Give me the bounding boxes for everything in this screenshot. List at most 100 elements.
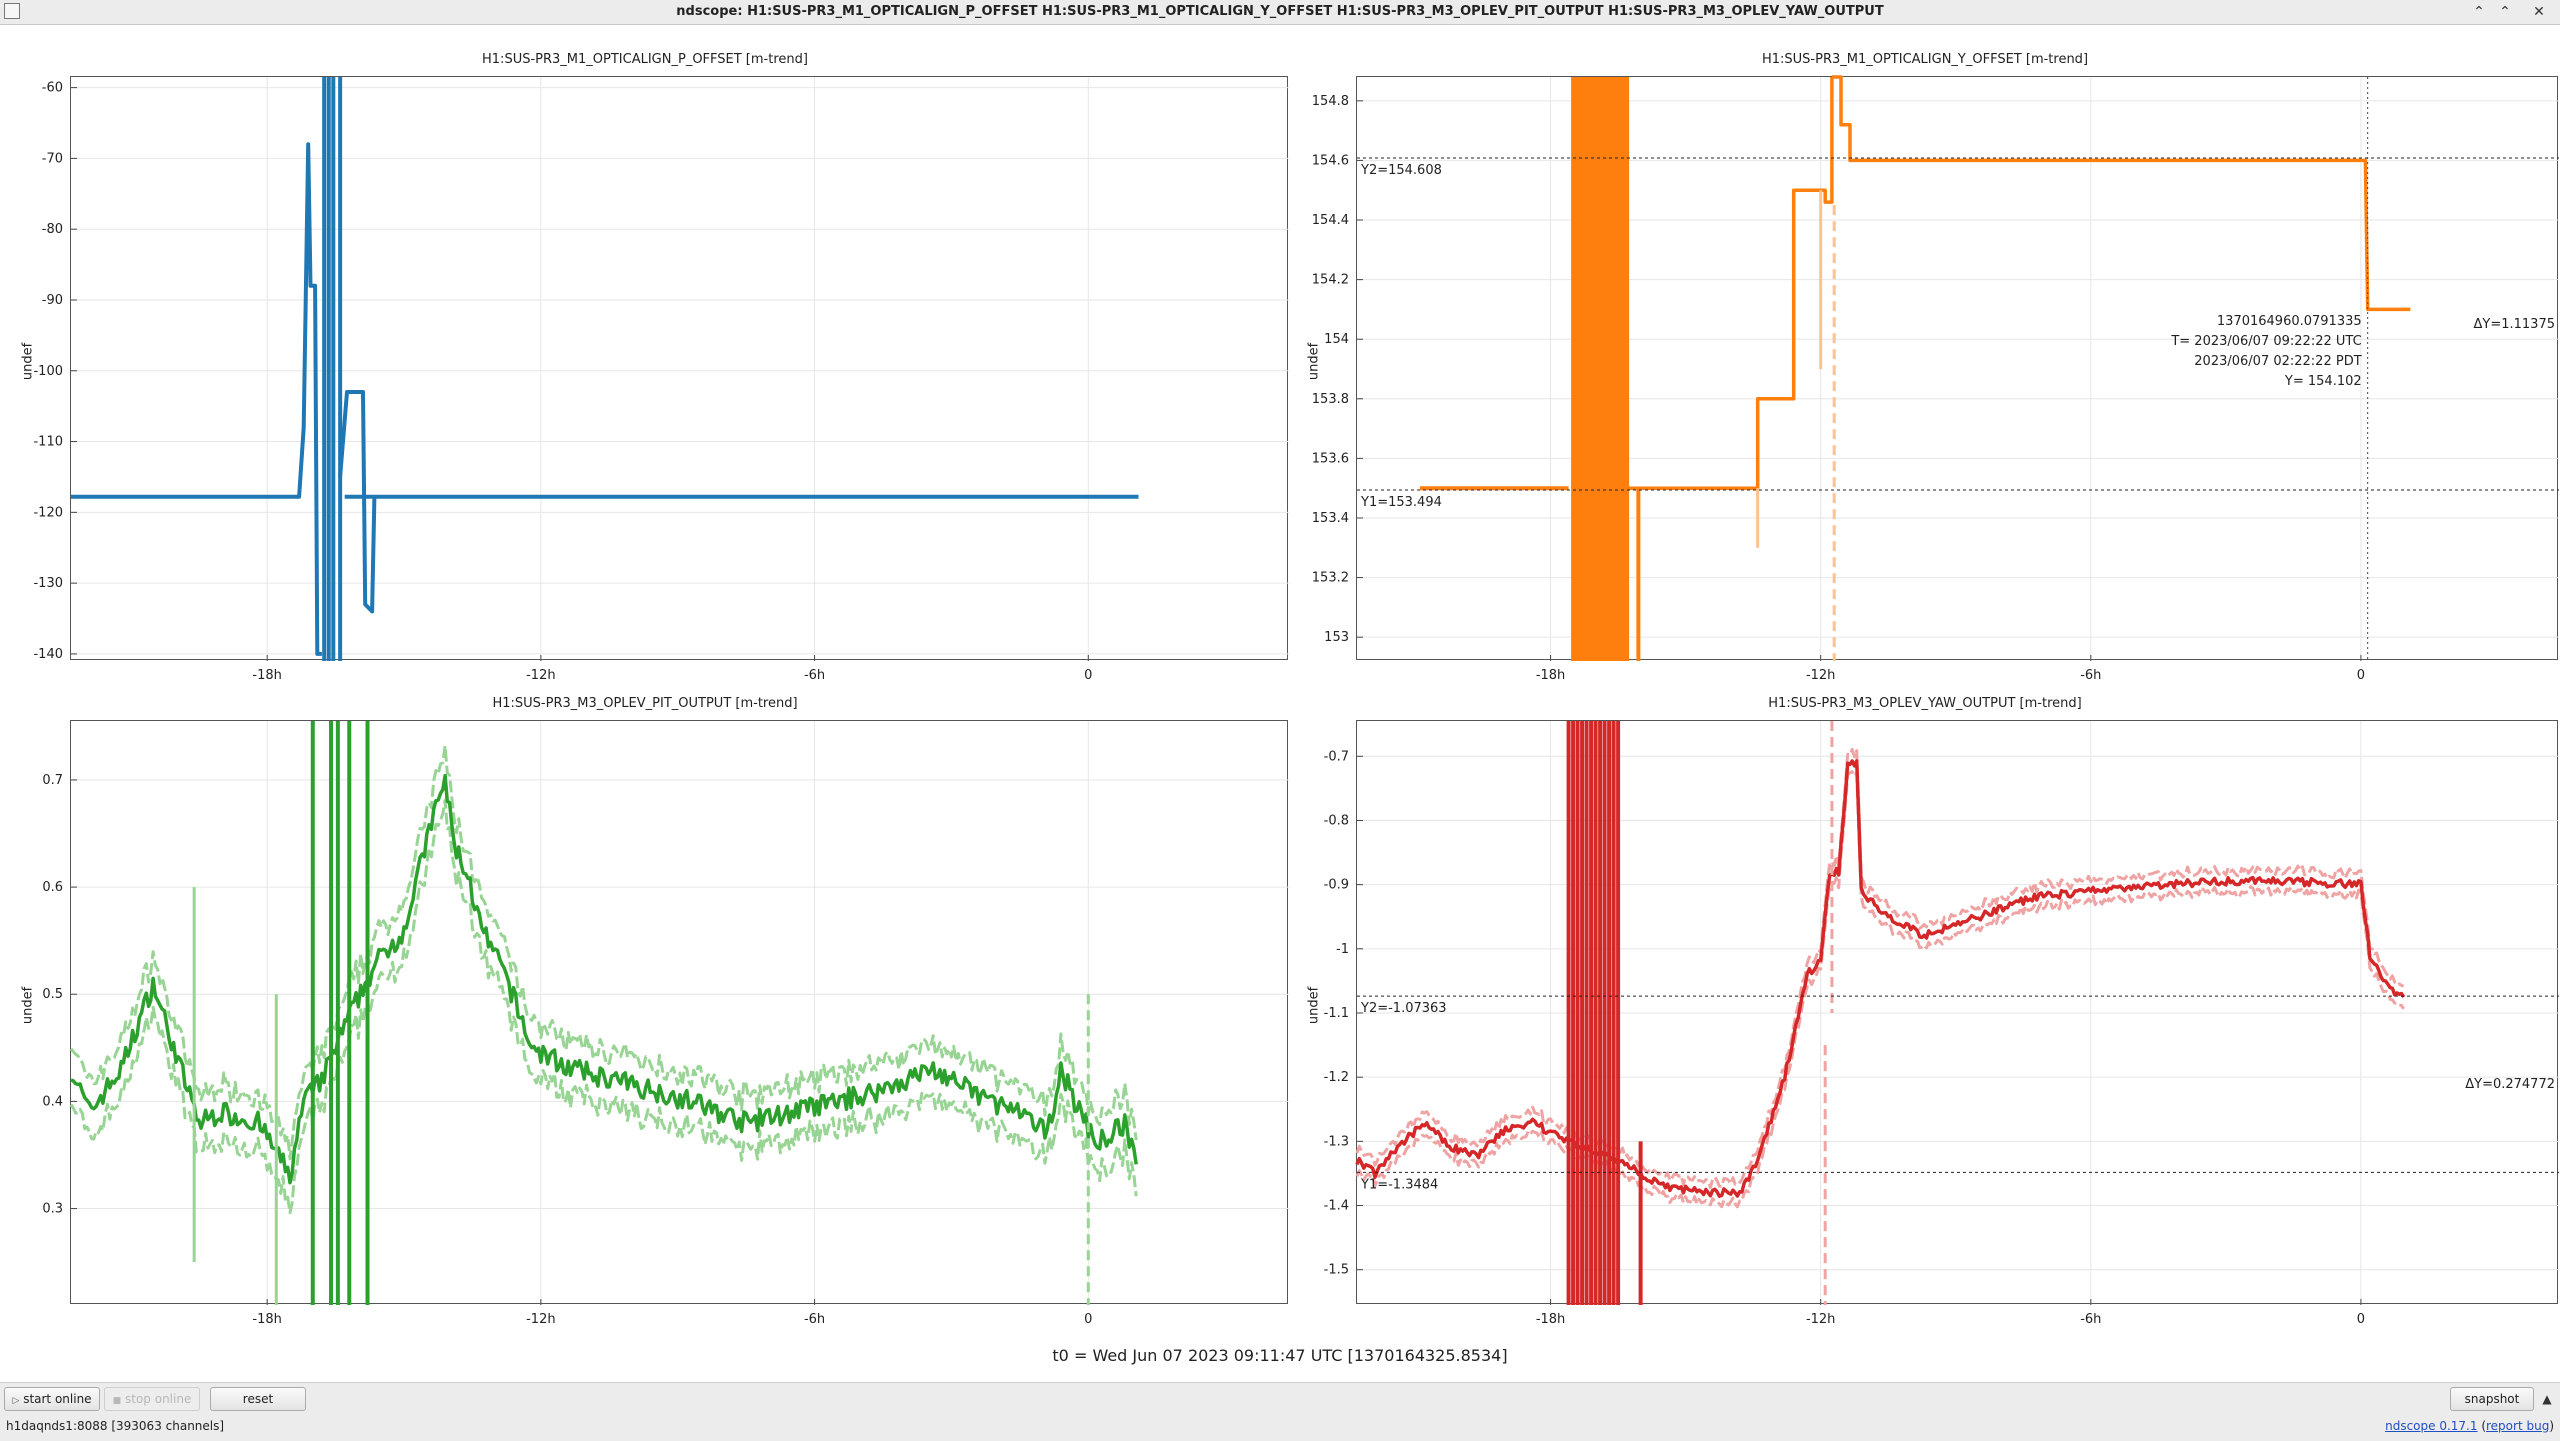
y-tick-label: -1 — [1336, 942, 1349, 957]
y-tick-label: -120 — [33, 505, 63, 520]
y-tick-label: 153.8 — [1312, 392, 1349, 407]
expand-icon[interactable]: ▲ — [2542, 1392, 2552, 1406]
report-suffix: ) — [2549, 1419, 2554, 1433]
x-tick-label: -18h — [252, 668, 281, 683]
cursor-readout: Y= 154.102 — [2284, 374, 2362, 389]
y-tick-label: 154.6 — [1312, 153, 1349, 168]
y-tick-label: 0.7 — [42, 773, 63, 788]
y-tick-label: -0.8 — [1324, 813, 1349, 828]
y-tick-label: 154.2 — [1312, 273, 1349, 288]
x-tick-label: -12h — [526, 668, 555, 683]
report-prefix: ( — [2477, 1419, 2486, 1433]
y-tick-label: 154.4 — [1312, 213, 1349, 228]
y-tick-label: 0.6 — [42, 880, 63, 895]
x-tick-label: -6h — [804, 668, 825, 683]
y-cursor-label: Y2=-1.07363 — [1360, 1001, 1447, 1016]
x-tick-label: 0 — [2357, 668, 2365, 683]
band-min — [69, 798, 1138, 1215]
stop-online-button[interactable]: ■ stop online — [104, 1387, 200, 1411]
y-tick-label: 0.3 — [42, 1202, 63, 1217]
series-line — [1355, 759, 2406, 1198]
app-icon — [4, 3, 20, 19]
y-tick-label: -0.9 — [1324, 878, 1349, 893]
y-tick-label: -1.3 — [1324, 1134, 1349, 1149]
y-tick-label: -80 — [42, 222, 63, 237]
y-cursor-label: Y1=-1.3484 — [1360, 1177, 1438, 1192]
plot-title: H1:SUS-PR3_M3_OPLEV_YAW_OUTPUT [m-trend] — [1768, 696, 2082, 711]
y-tick-label: -140 — [33, 647, 63, 662]
y-tick-label: 154.8 — [1312, 94, 1349, 109]
play-icon: ▷ — [12, 1396, 20, 1406]
delta-y-label: ΔY=0.274772 — [2465, 1077, 2555, 1092]
y-tick-label: 154 — [1324, 332, 1349, 347]
close-button[interactable]: ✕ — [2533, 4, 2545, 20]
y-tick-label: 153.4 — [1312, 511, 1349, 526]
window-title: ndscope: H1:SUS-PR3_M1_OPTICALIGN_P_OFFS… — [676, 4, 1884, 19]
y-cursor-label: Y1=153.494 — [1360, 495, 1442, 510]
maximize-button[interactable]: ⌃ — [2499, 4, 2511, 20]
y-tick-label: -60 — [42, 81, 63, 96]
series-line — [70, 773, 1138, 1185]
series-line — [71, 142, 322, 656]
t0-label: t0 = Wed Jun 07 2023 09:11:47 UTC [13701… — [1052, 1346, 1508, 1365]
plot-yaw-output[interactable]: H1:SUS-PR3_M3_OPLEV_YAW_OUTPUT [m-trend]… — [1290, 692, 2560, 1332]
y-tick-label: -1.1 — [1324, 1006, 1349, 1021]
plot-canvas[interactable]: -18h -12h -6h 0 0.7 0.6 0.5 0.4 0.3 — [42, 721, 1289, 1327]
minimize-button[interactable]: ⌃ — [2473, 4, 2485, 20]
report-bug-link[interactable]: report bug — [2486, 1419, 2550, 1433]
plot-title: H1:SUS-PR3_M3_OPLEV_PIT_OUTPUT [m-trend] — [492, 696, 798, 711]
band-min — [1355, 770, 2405, 1209]
plot-title: H1:SUS-PR3_M1_OPTICALIGN_P_OFFSET [m-tre… — [482, 52, 808, 67]
server-status: h1daqnds1:8088 [393063 channels] — [6, 1419, 225, 1433]
x-tick-label: -12h — [526, 1312, 555, 1327]
plot-canvas[interactable]: -18h -12h -6h 0 -0.7 -0.8 -0.9 -1 -1.1 -1.2 -1.3 -1… — [1324, 721, 2559, 1327]
plot-area[interactable]: -18h -12h -6h 0 -0.7 -0.8 -0.9 -1 -1.1 -1.2 -1.3 -1… — [1324, 720, 2559, 1327]
plot-title: H1:SUS-PR3_M1_OPTICALIGN_Y_OFFSET [m-tre… — [1761, 52, 2089, 67]
y-tick-label: 153.2 — [1312, 571, 1349, 586]
y-axis-label: undef — [20, 986, 36, 1025]
reset-button[interactable]: reset — [210, 1387, 306, 1411]
x-tick-label: -6h — [2080, 668, 2101, 683]
x-tick-label: -18h — [1536, 1312, 1565, 1327]
y-tick-label: -1.2 — [1324, 1070, 1349, 1085]
y-tick-label: -110 — [33, 435, 63, 450]
plot-canvas[interactable]: -18h -12h -6h 0 -60 -70 -80 -90 -100 -110 -120 -130… — [33, 77, 1289, 683]
y-tick-label: -100 — [33, 364, 63, 379]
y-tick-label: -90 — [42, 293, 63, 308]
y-tick-label: -0.7 — [1324, 749, 1349, 764]
version-status: ndscope 0.17.1 (report bug) — [2385, 1419, 2554, 1433]
plot-pit-output[interactable]: H1:SUS-PR3_M3_OPLEV_PIT_OUTPUT [m-trend]… — [0, 692, 1290, 1332]
cursor-readout: 2023/06/07 02:22:22 PDT — [2194, 354, 2361, 369]
x-tick-label: 0 — [1084, 1312, 1092, 1327]
control-bar: ▷ start online ■ stop online reset snaps… — [0, 1382, 2560, 1441]
y-tick-label: -70 — [42, 151, 63, 166]
x-tick-label: -6h — [804, 1312, 825, 1327]
plot-p-offset[interactable]: H1:SUS-PR3_M1_OPTICALIGN_P_OFFSET [m-tre… — [0, 48, 1290, 688]
y-axis-label: undef — [20, 342, 36, 381]
x-tick-label: -18h — [252, 1312, 281, 1327]
band-max — [69, 744, 1138, 1161]
stop-online-label: stop online — [125, 1392, 192, 1406]
series-line — [1831, 75, 2411, 312]
series-line — [1627, 77, 1834, 490]
plot-area[interactable]: -18h -12h -6h 0 -60 -70 -80 -90 -100 -110 -120 -130… — [33, 76, 1289, 683]
y-axis-label: undef — [1306, 986, 1322, 1025]
y-tick-label: 0.5 — [42, 987, 63, 1002]
plot-area[interactable]: -18h -12h -6h 0 0.7 0.6 0.5 0.4 0.3 — [42, 720, 1289, 1327]
plot-y-offset[interactable]: H1:SUS-PR3_M1_OPTICALIGN_Y_OFFSET [m-tre… — [1290, 48, 2560, 688]
y-tick-label: 153.6 — [1312, 451, 1349, 466]
snapshot-button[interactable]: snapshot — [2450, 1387, 2534, 1411]
version-link[interactable]: ndscope 0.17.1 — [2385, 1419, 2478, 1433]
band-max — [1355, 747, 2405, 1190]
stop-icon: ■ — [112, 1396, 122, 1406]
plot-canvas[interactable]: -18h -12h -6h 0 154.8 154.6 154.4 154.2 154 153.8… — [1312, 75, 2559, 683]
start-online-button[interactable]: ▷ start online — [4, 1387, 100, 1411]
y-tick-label: 153 — [1324, 630, 1349, 645]
x-tick-label: 0 — [2357, 1312, 2365, 1327]
plot-area[interactable]: -18h -12h -6h 0 154.8 154.6 154.4 154.2 154 153.8… — [1312, 75, 2559, 683]
x-tick-label: -18h — [1536, 668, 1565, 683]
window-titlebar: ndscope: H1:SUS-PR3_M1_OPTICALIGN_P_OFFS… — [0, 0, 2560, 25]
y-axis-label: undef — [1306, 342, 1322, 381]
cursor-readout: T= 2023/06/07 09:22:22 UTC — [2170, 334, 2361, 349]
y-tick-label: 0.4 — [42, 1094, 63, 1109]
